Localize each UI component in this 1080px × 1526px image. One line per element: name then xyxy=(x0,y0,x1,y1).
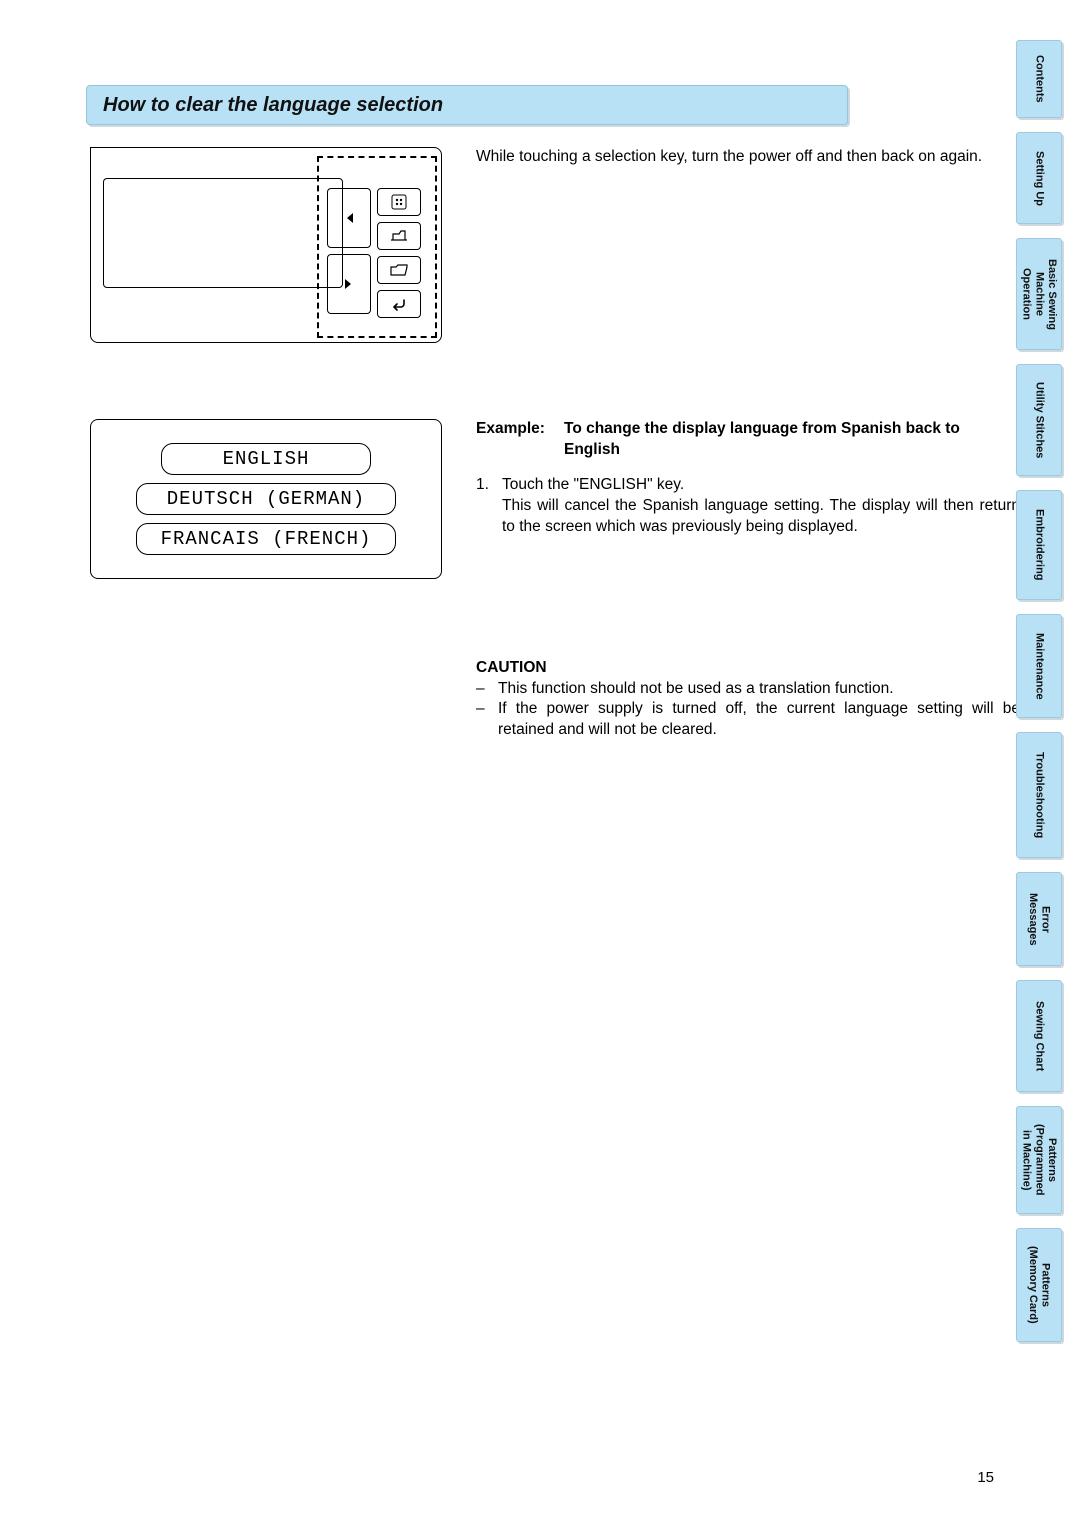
right-key-stack xyxy=(377,188,421,318)
intro-text: While touching a selection key, turn the… xyxy=(476,147,1020,168)
language-option-german: DEUTSCH (GERMAN) xyxy=(136,483,396,515)
machine-key-icon xyxy=(377,222,421,250)
side-tab-label: Patterns (Programmed in Machine) xyxy=(1020,1124,1058,1196)
diagram2-col: ENGLISH DEUTSCH (GERMAN) FRANCAIS (FRENC… xyxy=(86,371,464,741)
side-tabs: Contents Setting Up Basic Sewing Machine O… xyxy=(1016,40,1062,1342)
side-tab-6[interactable]: Troubleshooting xyxy=(1016,732,1062,858)
section-heading-text: How to clear the language selection xyxy=(103,94,443,117)
side-tab-label: Contents xyxy=(1033,55,1046,103)
caution-block: CAUTION This function should not be used… xyxy=(476,658,1020,742)
side-tab-label: Utility Stitches xyxy=(1033,382,1046,458)
intro-text-col: While touching a selection key, turn the… xyxy=(464,147,1020,343)
side-tab-4[interactable]: Embroidering xyxy=(1016,490,1062,600)
side-tab-5[interactable]: Maintenance xyxy=(1016,614,1062,718)
diagram1-col xyxy=(86,147,464,343)
side-tab-2[interactable]: Basic Sewing Machine Operation xyxy=(1016,238,1062,350)
side-tab-7[interactable]: Error Messages xyxy=(1016,872,1062,966)
language-option-english: ENGLISH xyxy=(161,443,371,475)
side-tab-label: Basic Sewing Machine Operation xyxy=(1020,259,1058,330)
caution-item-1: This function should not be used as a tr… xyxy=(476,679,1020,700)
lcd-screen-outline xyxy=(103,178,343,288)
next-key-icon xyxy=(327,254,371,314)
machine-panel-diagram xyxy=(90,147,442,343)
step-line2: This will cancel the Spanish language se… xyxy=(502,497,1020,535)
prev-key-icon xyxy=(327,188,371,248)
side-tab-9[interactable]: Patterns (Programmed in Machine) xyxy=(1016,1106,1062,1214)
example-text-col: Example: To change the display language … xyxy=(464,371,1020,741)
side-tab-label: Error Messages xyxy=(1026,893,1051,946)
key-columns xyxy=(327,188,421,318)
section-heading: How to clear the language selection xyxy=(86,85,848,125)
side-tab-label: Embroidering xyxy=(1033,509,1046,581)
side-tab-1[interactable]: Setting Up xyxy=(1016,132,1062,224)
step-number: 1. xyxy=(476,475,494,538)
left-key-stack xyxy=(327,188,371,318)
side-tab-0[interactable]: Contents xyxy=(1016,40,1062,118)
example-label: Example: xyxy=(476,419,556,461)
caution-item-2: If the power supply is turned off, the c… xyxy=(476,699,1020,741)
step-line1: Touch the "ENGLISH" key. xyxy=(502,476,684,493)
caution-list: This function should not be used as a tr… xyxy=(476,679,1020,742)
caution-label: CAUTION xyxy=(476,658,1020,679)
side-tab-label: Maintenance xyxy=(1033,633,1046,700)
pattern-key-icon xyxy=(377,188,421,216)
side-tab-3[interactable]: Utility Stitches xyxy=(1016,364,1062,476)
side-tab-label: Sewing Chart xyxy=(1033,1001,1046,1071)
side-tab-label: Patterns (Memory Card) xyxy=(1026,1246,1051,1324)
language-option-french: FRANCAIS (FRENCH) xyxy=(136,523,396,555)
row-diagram-intro: While touching a selection key, turn the… xyxy=(86,147,1020,343)
page-number: 15 xyxy=(977,1469,994,1486)
folder-key-icon xyxy=(377,256,421,284)
side-tab-8[interactable]: Sewing Chart xyxy=(1016,980,1062,1092)
side-tab-10[interactable]: Patterns (Memory Card) xyxy=(1016,1228,1062,1342)
side-tab-label: Setting Up xyxy=(1033,151,1046,206)
side-tab-label: Troubleshooting xyxy=(1033,752,1046,838)
example-title: To change the display language from Span… xyxy=(564,419,1020,461)
row-language-example: ENGLISH DEUTSCH (GERMAN) FRANCAIS (FRENC… xyxy=(86,371,1020,741)
language-selection-diagram: ENGLISH DEUTSCH (GERMAN) FRANCAIS (FRENC… xyxy=(90,419,442,579)
return-key-icon xyxy=(377,290,421,318)
